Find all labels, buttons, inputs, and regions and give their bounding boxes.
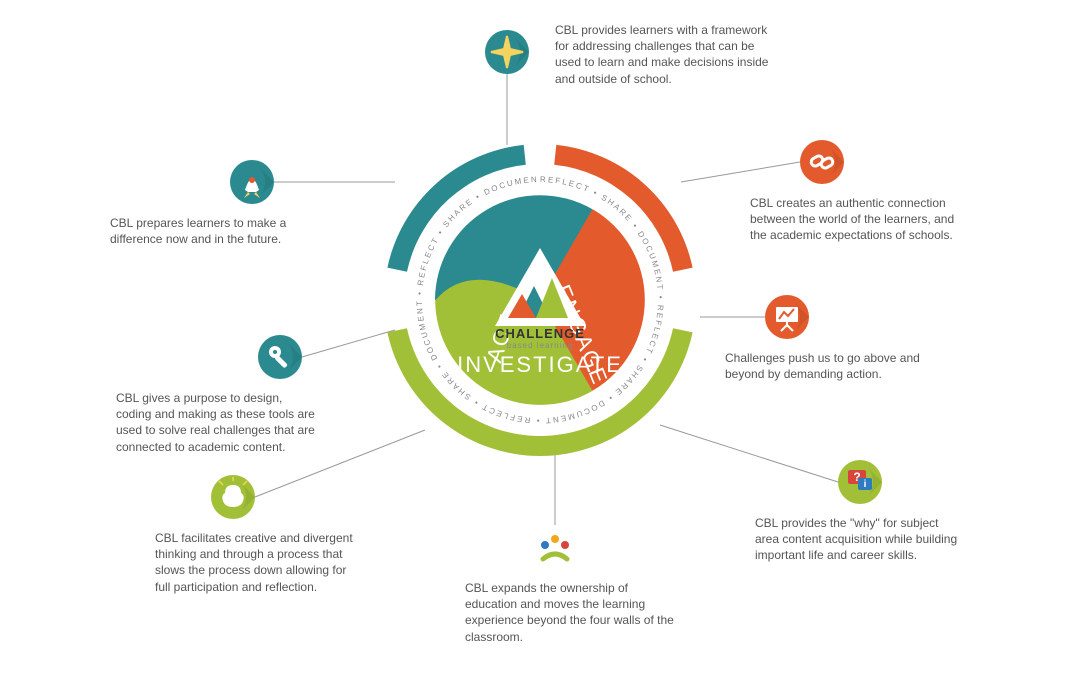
rocket-icon [230,160,274,204]
presentation-icon [765,295,809,339]
center-subtitle: based learning [507,341,573,350]
question-icon: ?i [838,460,882,504]
callout-rocket: CBL prepares learners to make a differen… [110,215,310,247]
phase-label-investigate: INVESTIGATE [457,352,623,377]
group-icon [533,525,577,569]
callout-group: CBL expands the ownership of education a… [465,580,675,645]
callout-presentation: Challenges push us to go above and beyon… [725,350,925,382]
svg-text:i: i [864,479,867,490]
callout-compass: CBL provides learners with a framework f… [555,22,775,87]
center-title: CHALLENGE [495,326,585,341]
callout-question: CBL provides the "why" for subject area … [755,515,965,564]
wrench-icon [258,335,302,379]
callout-link: CBL creates an authentic connection betw… [750,195,960,244]
callout-brain: CBL facilitates creative and divergent t… [155,530,360,595]
callout-wrench: CBL gives a purpose to design, coding an… [116,390,321,455]
central-diagram: REFLECT • SHARE • DOCUMENT • REFLECT • S… [380,140,700,460]
compass-icon [485,30,529,74]
link-icon [800,140,844,184]
brain-icon [211,475,255,519]
